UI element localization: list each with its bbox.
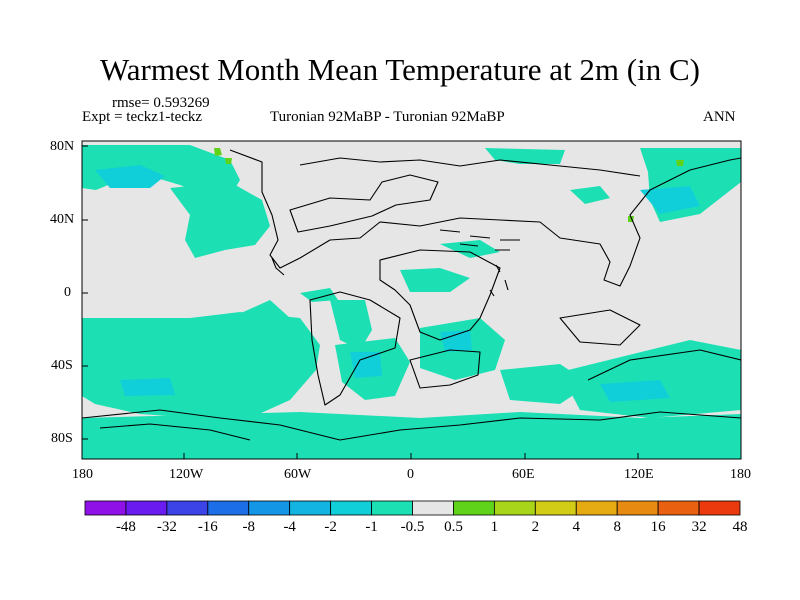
colorbar-swatch [84, 500, 127, 516]
colorbar-swatch [330, 500, 372, 516]
colorbar-label: -16 [197, 519, 218, 535]
colorbar-swatch [166, 500, 209, 516]
colorbar-label: 48 [732, 519, 748, 535]
colorbar-label: -32 [156, 519, 177, 535]
lon-label: 60E [512, 467, 535, 482]
colorbar-swatch [371, 500, 413, 516]
colorbar-swatch [616, 500, 659, 516]
lat-label: 40N [50, 212, 75, 227]
lon-label: 120W [169, 467, 204, 482]
colorbar-label: -1 [365, 519, 378, 535]
map-ticks [82, 145, 639, 459]
period-label: ANN [703, 109, 736, 125]
colorbar-label: -0.5 [400, 519, 425, 535]
lon-label: 180 [730, 467, 751, 482]
lon-label: 0 [407, 467, 414, 482]
lon-label: 120E [624, 467, 654, 482]
colorbar-label: 1 [490, 519, 499, 535]
lon-label: 60W [284, 467, 312, 482]
subtitle-label: Turonian 92MaBP - Turonian 92MaBP [270, 109, 505, 125]
colorbar-swatch [534, 500, 577, 516]
colorbar-swatch [657, 500, 700, 516]
colorbar-label: -2 [324, 519, 337, 535]
experiment-label: Expt = teckz1-teckz [82, 109, 203, 125]
anomaly-field-strong [95, 165, 700, 402]
colorbar-label: -8 [242, 519, 256, 535]
lat-label: 0 [64, 285, 71, 300]
anomaly-field [82, 145, 741, 459]
coastlines [82, 149, 741, 441]
colorbar-label: -48 [115, 519, 136, 535]
colorbar-swatch [698, 500, 741, 516]
colorbar-swatch [248, 500, 291, 516]
colorbar-swatch [207, 500, 250, 516]
colorbar-swatch [493, 500, 536, 516]
rmse-label: rmse= 0.593269 [112, 95, 210, 111]
colorbar-label: 4 [572, 519, 581, 535]
colorbar-swatch [289, 500, 332, 516]
colorbar-swatch [575, 500, 618, 516]
colorbar-label: -4 [283, 519, 296, 535]
colorbar-label: 32 [691, 519, 707, 535]
colorbar-label: 0.5 [444, 519, 463, 535]
colorbar-swatch [453, 500, 495, 516]
lat-label: 80N [50, 139, 75, 154]
lon-label: 180 [72, 467, 93, 482]
plot-title: Warmest Month Mean Temperature at 2m (in… [100, 52, 700, 87]
colorbar-label: 16 [650, 519, 666, 535]
lat-label: 40S [51, 358, 73, 373]
colorbar-label: 8 [613, 519, 621, 535]
colorbar-swatch [412, 500, 454, 516]
colorbar-swatch [125, 500, 168, 516]
lat-label: 80S [51, 431, 73, 446]
colorbar-label: 2 [531, 519, 540, 535]
